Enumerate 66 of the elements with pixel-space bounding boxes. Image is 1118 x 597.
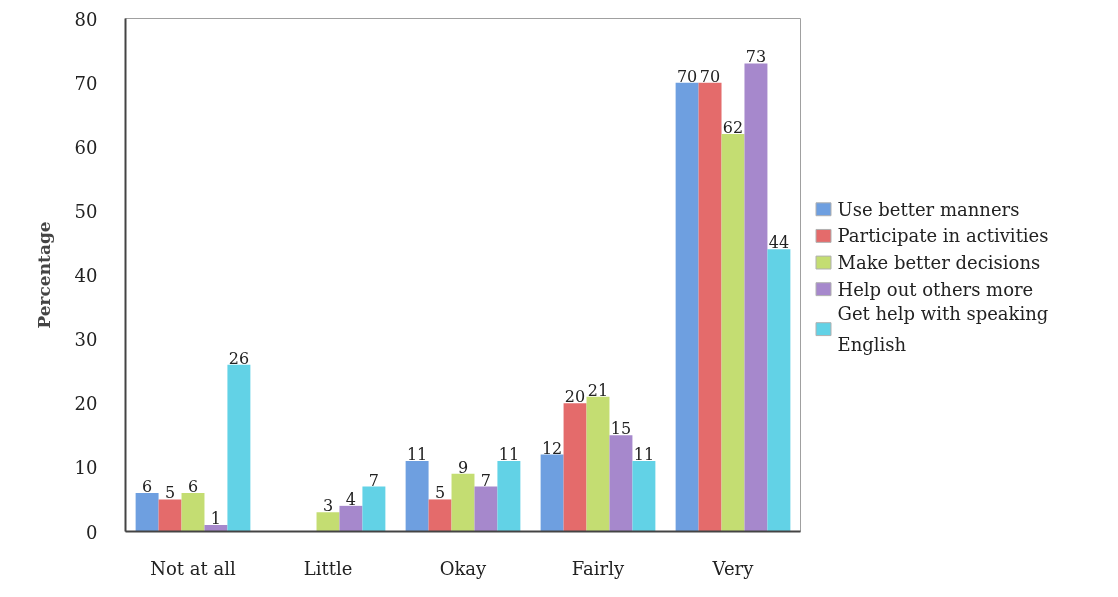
y-tick-label: 80 xyxy=(74,8,98,30)
data-label: 6 xyxy=(142,477,153,497)
bar xyxy=(632,460,656,532)
data-label: 62 xyxy=(722,117,744,137)
data-label: 9 xyxy=(457,457,469,477)
data-label: 20 xyxy=(564,387,586,407)
data-label: 11 xyxy=(633,444,655,464)
y-tick-label: 60 xyxy=(74,136,98,158)
bar xyxy=(316,512,340,532)
y-tick-label: 10 xyxy=(74,457,98,479)
bar xyxy=(135,493,159,532)
data-label: 5 xyxy=(434,483,446,503)
bar xyxy=(158,499,182,532)
data-label: 1 xyxy=(210,509,222,529)
y-tick-label: 70 xyxy=(74,72,98,94)
bar xyxy=(204,525,228,532)
data-label: 21 xyxy=(587,380,609,400)
x-tick-label: Not at all xyxy=(150,557,236,579)
bar xyxy=(563,403,587,532)
data-label: 7 xyxy=(368,470,379,490)
bar xyxy=(339,505,363,532)
data-label: 12 xyxy=(541,438,563,458)
y-tick-label: 20 xyxy=(74,393,98,415)
bar xyxy=(227,364,251,532)
data-label: 70 xyxy=(676,66,698,86)
bar xyxy=(744,63,768,532)
data-label: 44 xyxy=(768,233,790,253)
bar xyxy=(540,454,564,532)
data-label: 11 xyxy=(406,444,428,464)
bar xyxy=(181,493,205,532)
legend-label: Make better decisions xyxy=(837,252,1041,274)
data-label: 73 xyxy=(745,47,767,67)
x-tick-label: Very xyxy=(711,557,755,579)
y-tick-label: 50 xyxy=(74,200,98,222)
bar xyxy=(698,82,722,532)
data-label: 7 xyxy=(480,470,492,490)
bar xyxy=(721,133,745,532)
data-label: 5 xyxy=(164,483,176,503)
y-tick-label: 30 xyxy=(74,329,98,351)
legend-label: Help out others more xyxy=(837,278,1034,300)
y-axis-title: Percentage xyxy=(33,221,54,329)
y-tick-label: 40 xyxy=(74,265,98,286)
bar xyxy=(405,460,429,532)
data-label: 26 xyxy=(228,348,250,368)
data-label: 70 xyxy=(699,66,721,86)
legend-label: Get help with speaking English xyxy=(837,303,1049,356)
data-label: 15 xyxy=(610,419,632,439)
bar xyxy=(451,473,475,532)
x-tick-label: Fairly xyxy=(571,557,625,579)
data-label: 6 xyxy=(187,477,199,497)
bar xyxy=(497,460,521,532)
x-tick-label: Okay xyxy=(439,557,488,579)
bar xyxy=(474,486,498,532)
bar xyxy=(586,396,610,532)
bar xyxy=(609,435,633,532)
bar xyxy=(675,82,699,532)
legend-label: Use better manners xyxy=(837,198,1020,220)
legend-label: Participate in activities xyxy=(837,225,1049,247)
data-label: 3 xyxy=(322,496,334,516)
data-label: 11 xyxy=(498,444,520,464)
bar xyxy=(428,499,452,532)
bar xyxy=(362,486,386,532)
data-label: 4 xyxy=(345,489,357,509)
y-tick-label: 0 xyxy=(86,521,98,543)
bar xyxy=(767,249,791,532)
x-tick-label: Little xyxy=(303,557,353,579)
